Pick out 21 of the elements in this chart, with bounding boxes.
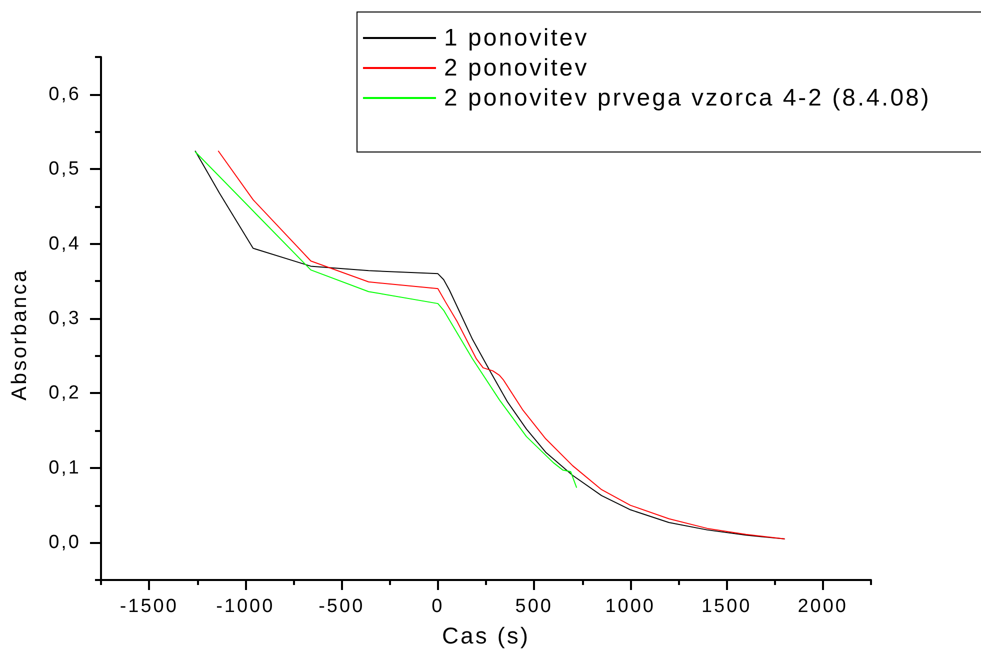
y-tick-label: 0,0 [48,532,81,554]
x-tick-label: 1500 [701,596,752,617]
x-tick-label: -1000 [216,596,275,617]
y-tick-label: 0,5 [48,158,81,180]
y-tick-label: 0,6 [48,84,81,105]
legend-label: 2 ponovitev prvega vzorca 4-2 (8.4.08) [444,84,931,112]
y-tick-label: 0,4 [48,233,81,254]
x-tick-label: 1000 [605,596,656,617]
legend-label: 2 ponovitev [444,54,589,82]
y-tick-label: 0,2 [48,382,81,404]
y-tick-label: 0,3 [48,308,81,329]
y-axis-title: Absorbanca [8,268,31,401]
x-tick-label: 0 [432,596,444,617]
x-tick-label: 500 [515,596,553,617]
x-axis-title: Cas (s) [442,622,530,648]
x-tick-label: -500 [318,596,365,617]
x-tick-label: 2000 [798,596,848,617]
x-tick-label: -1500 [120,596,178,617]
legend-label: 1 ponovitev [444,24,589,52]
line-series [194,151,577,488]
y-tick-label: 0,1 [48,457,81,478]
